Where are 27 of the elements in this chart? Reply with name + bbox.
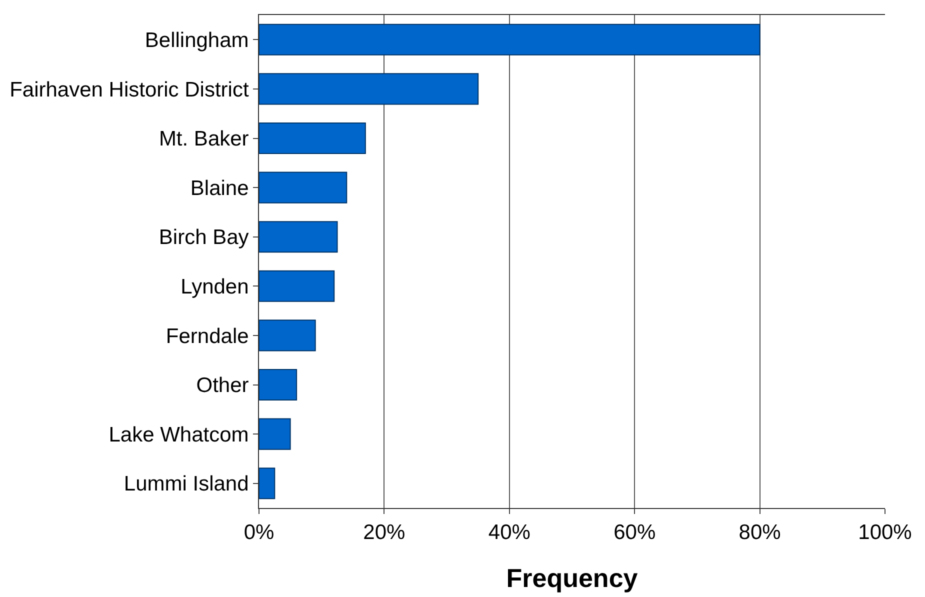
bar xyxy=(259,270,335,302)
y-tick-label: Other xyxy=(196,374,249,398)
x-tick-label: 80% xyxy=(738,521,781,544)
bar xyxy=(259,418,291,450)
bar xyxy=(259,221,338,253)
bar xyxy=(259,73,479,105)
x-tick-label: 60% xyxy=(614,521,656,544)
y-tick-label: Bellingham xyxy=(144,29,249,52)
bar xyxy=(259,122,366,154)
bar xyxy=(259,172,348,204)
bar xyxy=(259,468,276,500)
x-tick-label: 0% xyxy=(244,521,274,544)
y-tick-label: Lummi Island xyxy=(124,472,249,496)
y-tick-label: Birch Bay xyxy=(158,226,250,250)
bar xyxy=(259,368,298,401)
x-tick-label: 20% xyxy=(363,521,406,544)
y-tick-label: Lynden xyxy=(180,276,249,298)
y-tick-label: Fairhaven Historic District xyxy=(10,78,249,102)
bar xyxy=(259,320,316,352)
y-tick-label: Lake Whatcom xyxy=(108,423,249,446)
y-tick-label: Blaine xyxy=(190,176,249,200)
y-tick-label: Ferndale xyxy=(166,324,249,348)
x-tick-label: 100% xyxy=(858,521,912,544)
bar xyxy=(259,24,760,56)
x-axis-title: Frequency xyxy=(506,562,638,593)
y-tick-label: Mt. Baker xyxy=(158,128,249,151)
x-tick-label: 40% xyxy=(488,521,530,544)
